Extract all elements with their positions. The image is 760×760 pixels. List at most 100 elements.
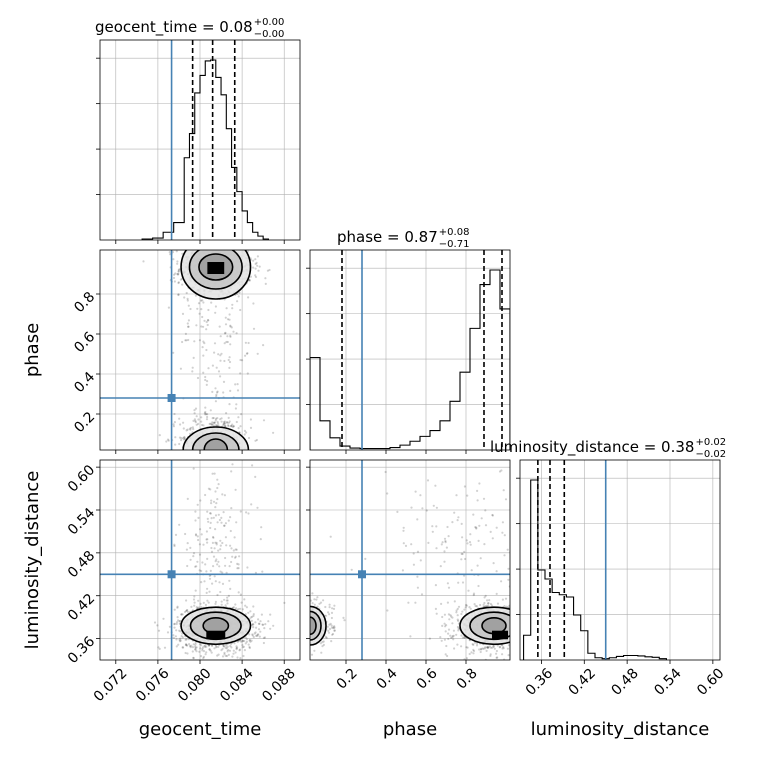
sample-point [240,413,243,416]
sample-point [277,640,279,642]
sample-point [201,248,203,250]
sample-point [178,638,181,641]
sample-point [187,304,190,307]
sample-point [158,434,161,437]
sample-point [223,653,226,656]
sample-point [217,370,221,373]
sample-point [214,600,217,604]
sample-point [211,541,214,545]
sample-point [172,351,175,354]
sample-point [472,513,475,516]
sample-point [195,565,198,568]
sample-point [244,613,247,616]
sample-point [204,378,207,382]
sample-point [184,339,187,342]
sample-point [217,457,219,459]
sample-point [255,634,258,638]
histogram-phase [310,250,510,450]
sample-point [252,605,255,608]
sample-point [200,655,203,658]
sample-point [510,639,512,641]
sample-point [469,543,472,546]
sample-point [203,580,206,583]
sample-point [173,280,176,283]
sample-point [207,248,209,250]
sample-point [216,563,219,566]
sample-point [460,645,463,648]
sample-point [244,636,247,639]
sample-point [195,324,198,327]
sample-point [181,246,183,248]
sample-point [222,421,226,424]
sample-point [222,391,225,394]
sample-point [455,494,458,497]
sample-point [534,521,536,523]
sample-point [185,599,188,602]
sample-point [258,635,261,638]
sample-point [293,615,295,617]
sample-point [211,644,214,647]
sample-point [523,626,525,628]
x-tick-label-phase: 0.4 [374,665,401,692]
sample-point [185,644,188,647]
sample-point [166,631,170,634]
sample-point [212,464,214,466]
sample-point [255,438,258,442]
sample-point [205,645,208,648]
sample-point [209,409,212,412]
sample-point [526,640,528,642]
sample-point [431,525,434,528]
sample-point [202,601,205,605]
sample-point [460,552,463,556]
sample-point [461,552,464,556]
sample-point [224,522,227,525]
sample-point [254,571,257,575]
sample-point [450,615,453,618]
sample-point [506,548,509,551]
sample-point [194,510,197,513]
sample-point [223,342,226,345]
sample-point [222,241,224,243]
sample-point [247,643,250,646]
sample-point [296,641,298,643]
sample-point [226,599,229,602]
sample-point [177,281,180,284]
sample-point [498,470,502,473]
sample-point [192,246,194,248]
sample-point [307,622,309,624]
sample-point [193,601,196,604]
sample-point [259,630,262,633]
sample-point [223,332,227,335]
sample-point [206,599,209,602]
sample-point [507,578,510,581]
sample-point [207,644,211,647]
sample-point [320,651,323,654]
sample-point [201,346,204,349]
sample-point [214,419,217,422]
sample-point [175,629,178,632]
sample-point [302,626,304,628]
sample-point [230,547,233,550]
sample-point [211,423,214,426]
sample-point [434,484,437,487]
x-tick-label-geocent_time: 0.076 [133,665,173,705]
sample-point [180,613,183,616]
sample-point [301,624,303,626]
sample-point [412,552,415,555]
sample-point [515,589,517,591]
sample-point [305,623,307,625]
histogram-luminosity_distance [520,460,720,660]
sample-point [516,620,518,622]
sample-point [235,332,238,335]
sample-point [181,646,184,649]
sample-point [331,632,335,636]
sample-point [303,647,305,649]
sample-point [185,429,188,432]
sample-point [188,432,192,435]
sample-point [211,421,214,424]
sample-point [465,646,468,649]
sample-point [306,635,308,637]
sample-point [235,403,238,406]
sample-point [220,649,223,652]
sample-point [307,618,309,620]
